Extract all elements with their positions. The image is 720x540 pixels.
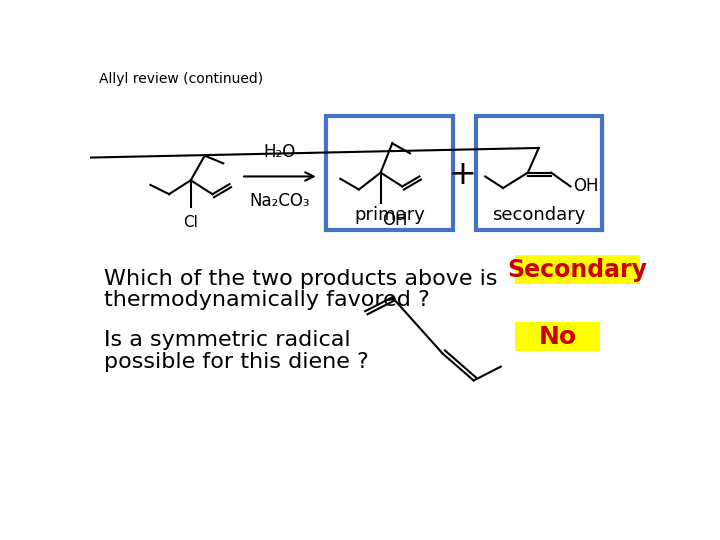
Bar xyxy=(326,117,453,231)
Bar xyxy=(515,255,640,284)
Bar xyxy=(515,322,600,351)
Text: possible for this diene ?: possible for this diene ? xyxy=(104,352,369,372)
Bar xyxy=(476,117,602,231)
Text: Which of the two products above is: Which of the two products above is xyxy=(104,269,498,289)
Text: Is a symmetric radical: Is a symmetric radical xyxy=(104,330,351,350)
Text: OH: OH xyxy=(573,178,598,195)
Text: Cl: Cl xyxy=(184,215,198,230)
Text: secondary: secondary xyxy=(492,206,585,224)
Text: Na₂CO₃: Na₂CO₃ xyxy=(250,192,310,210)
Text: No: No xyxy=(539,325,577,349)
Text: +: + xyxy=(448,158,476,191)
Text: Secondary: Secondary xyxy=(508,258,647,282)
Text: H₂O: H₂O xyxy=(264,143,296,161)
Text: thermodynamically favored ?: thermodynamically favored ? xyxy=(104,291,430,310)
Text: Allyl review (continued): Allyl review (continued) xyxy=(99,72,264,86)
Text: OH: OH xyxy=(382,211,408,229)
Text: primary: primary xyxy=(354,206,426,224)
